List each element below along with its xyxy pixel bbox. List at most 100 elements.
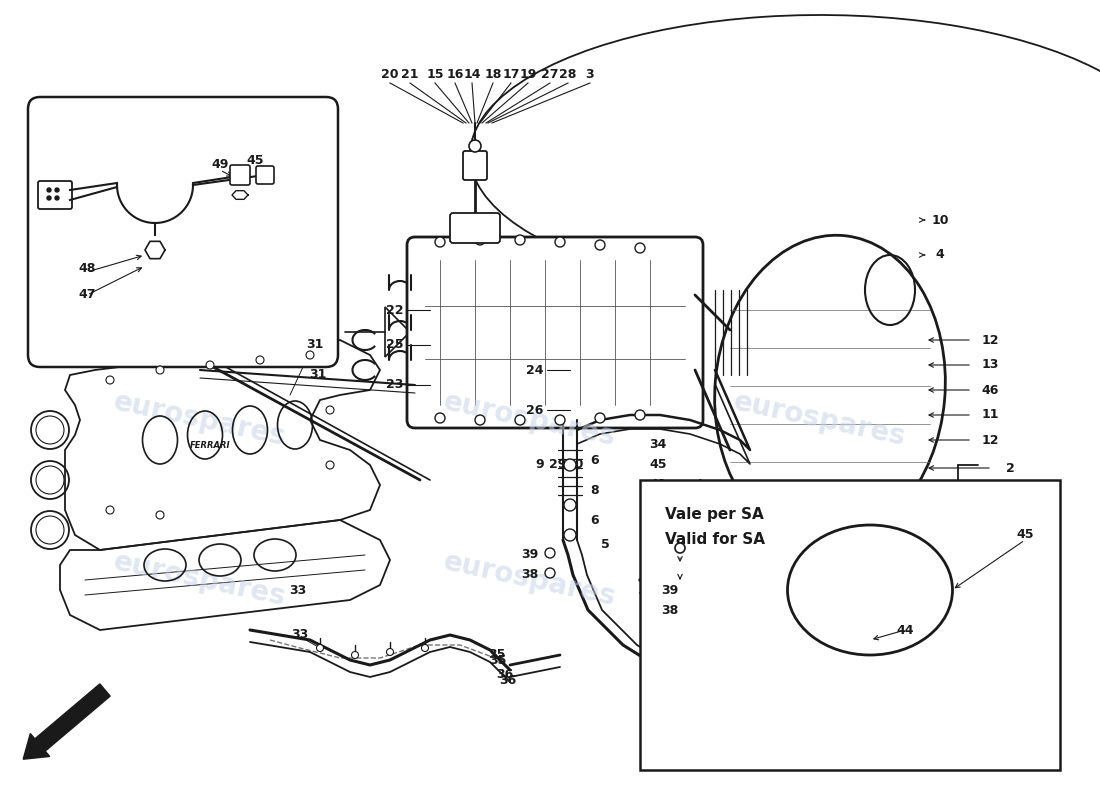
Text: FERRARI: FERRARI	[189, 441, 230, 450]
Text: 12: 12	[981, 434, 999, 446]
Text: 41: 41	[649, 478, 667, 491]
Circle shape	[595, 240, 605, 250]
Circle shape	[475, 415, 485, 425]
FancyBboxPatch shape	[230, 165, 250, 185]
Text: eurospares: eurospares	[111, 388, 289, 452]
Circle shape	[564, 499, 576, 511]
Text: 30: 30	[566, 458, 584, 471]
Text: 39: 39	[661, 583, 679, 597]
Text: 38: 38	[521, 569, 539, 582]
FancyBboxPatch shape	[28, 97, 338, 367]
Text: 45: 45	[246, 154, 264, 166]
Circle shape	[564, 459, 576, 471]
Text: 39: 39	[521, 549, 539, 562]
Circle shape	[206, 361, 214, 369]
Text: 35: 35	[488, 649, 506, 662]
Text: 32: 32	[649, 629, 667, 642]
Text: 6: 6	[591, 514, 600, 526]
FancyBboxPatch shape	[407, 237, 703, 428]
Circle shape	[469, 140, 481, 152]
Circle shape	[47, 188, 51, 192]
Text: eurospares: eurospares	[111, 548, 289, 612]
Text: 22: 22	[386, 303, 404, 317]
Text: 24: 24	[526, 363, 543, 377]
Circle shape	[434, 237, 446, 247]
FancyBboxPatch shape	[39, 181, 72, 209]
Text: 27: 27	[541, 69, 559, 82]
Text: 16: 16	[447, 69, 464, 82]
Circle shape	[515, 235, 525, 245]
Text: 17: 17	[503, 69, 519, 82]
Circle shape	[55, 196, 59, 200]
Circle shape	[156, 511, 164, 519]
Text: 31: 31	[309, 369, 327, 382]
Text: 6: 6	[591, 454, 600, 466]
Text: eurospares: eurospares	[441, 388, 619, 452]
Circle shape	[326, 406, 334, 414]
Text: 38: 38	[661, 603, 679, 617]
Text: 9: 9	[536, 458, 544, 471]
Bar	[640, 480, 1060, 770]
Text: 31: 31	[306, 338, 323, 351]
Text: 46: 46	[981, 383, 999, 397]
Text: 20: 20	[382, 69, 398, 82]
Text: 44: 44	[896, 623, 914, 637]
Text: 21: 21	[402, 69, 419, 82]
Circle shape	[635, 243, 645, 253]
Circle shape	[55, 188, 59, 192]
Text: 12: 12	[981, 334, 999, 346]
Text: 35: 35	[490, 654, 507, 666]
Text: 33: 33	[289, 583, 307, 597]
Text: 23: 23	[386, 378, 404, 391]
FancyArrow shape	[23, 684, 110, 759]
Text: 45: 45	[649, 458, 667, 471]
Text: 28: 28	[559, 69, 576, 82]
Text: 41: 41	[649, 538, 667, 551]
FancyBboxPatch shape	[450, 213, 500, 243]
Circle shape	[256, 356, 264, 364]
Text: eurospares: eurospares	[441, 548, 619, 612]
Text: 48: 48	[78, 262, 96, 274]
Text: Valid for SA: Valid for SA	[666, 533, 764, 547]
Text: 19: 19	[519, 69, 537, 82]
Text: 4: 4	[936, 249, 945, 262]
Circle shape	[156, 366, 164, 374]
Text: 5: 5	[601, 538, 609, 551]
Text: 11: 11	[981, 409, 999, 422]
Circle shape	[595, 413, 605, 423]
Text: 26: 26	[526, 403, 543, 417]
Text: 36: 36	[499, 674, 517, 686]
Text: 25: 25	[386, 338, 404, 351]
Circle shape	[352, 651, 359, 658]
FancyBboxPatch shape	[463, 151, 487, 180]
Text: 7: 7	[640, 483, 649, 497]
Circle shape	[386, 649, 394, 655]
Text: 33: 33	[292, 629, 309, 642]
Text: 49: 49	[211, 158, 229, 171]
Text: 36: 36	[496, 669, 514, 682]
Text: 42: 42	[649, 518, 667, 531]
Text: 15: 15	[427, 69, 443, 82]
Text: 37: 37	[649, 578, 667, 591]
Text: eurospares: eurospares	[732, 388, 909, 452]
Circle shape	[475, 235, 485, 245]
Circle shape	[556, 415, 565, 425]
FancyBboxPatch shape	[256, 166, 274, 184]
Circle shape	[544, 548, 556, 558]
Text: Vale per SA: Vale per SA	[666, 507, 763, 522]
Circle shape	[675, 543, 685, 553]
Text: eurospares: eurospares	[732, 548, 909, 612]
Circle shape	[106, 506, 114, 514]
Text: 18: 18	[484, 69, 502, 82]
Text: 34: 34	[649, 598, 667, 611]
Text: 14: 14	[463, 69, 481, 82]
Circle shape	[556, 237, 565, 247]
Circle shape	[434, 413, 446, 423]
Circle shape	[106, 376, 114, 384]
Text: 47: 47	[78, 289, 96, 302]
Circle shape	[421, 645, 429, 651]
Circle shape	[47, 196, 51, 200]
Text: 3: 3	[585, 69, 594, 82]
Text: 10: 10	[932, 214, 948, 226]
Circle shape	[326, 461, 334, 469]
